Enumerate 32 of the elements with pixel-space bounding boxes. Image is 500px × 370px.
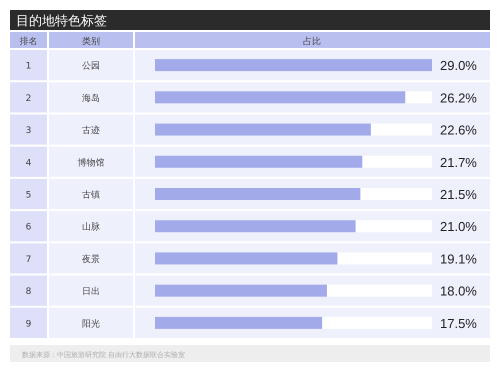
chart-title: 目的地特色标签 <box>16 14 107 29</box>
data-label: 21.7% <box>440 154 478 170</box>
y-tick-label: 公园 <box>82 60 100 72</box>
y-tick-label: 古迹 <box>82 125 100 136</box>
text: 3 <box>26 126 32 136</box>
y-tick-label: 海岛 <box>82 92 100 104</box>
y-axis-title: 类别 <box>82 36 100 47</box>
bar <box>155 59 432 72</box>
y-tick-label: 日出 <box>82 286 100 298</box>
y-tick-label: 阳光 <box>82 318 100 330</box>
data-label: 29.0% <box>440 58 478 74</box>
data-label: 19.1% <box>440 251 478 266</box>
text: 1 <box>26 62 32 72</box>
x-axis-title: 占比 <box>303 36 321 47</box>
text: 7 <box>26 254 32 265</box>
data-label: 21.5% <box>440 187 478 202</box>
data-label: 17.5% <box>440 316 478 331</box>
text: 8 <box>26 287 32 298</box>
text: 6 <box>26 222 32 233</box>
y-tick-label: 博物馆 <box>78 157 104 168</box>
y-tick-label: 古镇 <box>82 190 100 200</box>
data-label: 26.2% <box>440 90 478 106</box>
data-label: 22.6% <box>440 122 478 138</box>
text: 排名 <box>20 36 38 47</box>
text: 4 <box>26 158 32 168</box>
text: 5 <box>26 190 32 200</box>
data-label: 18.0% <box>440 284 478 299</box>
data-label: 21.0% <box>440 219 478 234</box>
text: 2 <box>26 94 32 104</box>
text: 9 <box>26 319 32 330</box>
y-tick-label: 山脉 <box>82 222 100 233</box>
y-tick-label: 夜景 <box>82 254 100 265</box>
